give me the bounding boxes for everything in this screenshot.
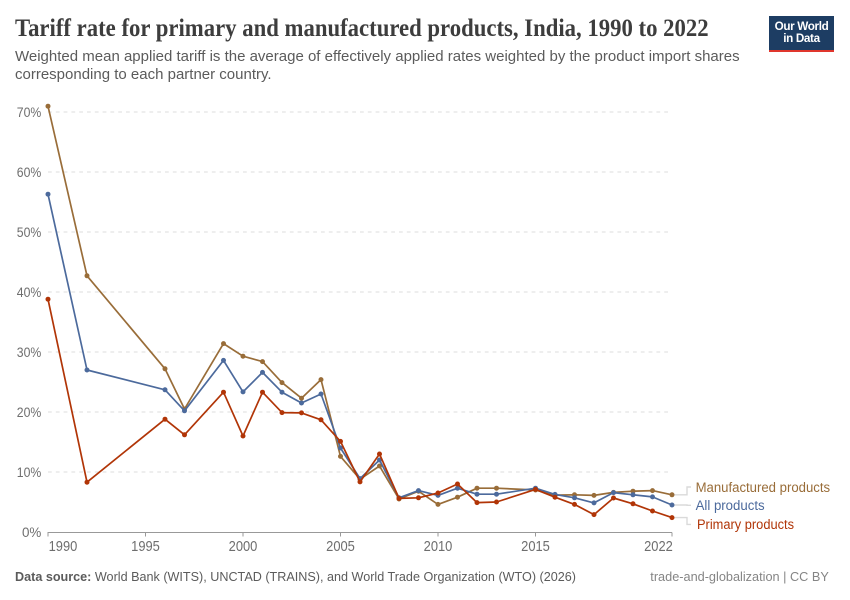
svg-text:trade-and-globalization | CC B: trade-and-globalization | CC BY — [650, 569, 829, 584]
svg-text:Primary products: Primary products — [697, 517, 794, 532]
svg-text:20%: 20% — [17, 405, 42, 420]
svg-text:1995: 1995 — [131, 539, 160, 555]
svg-text:2000: 2000 — [229, 539, 258, 555]
svg-text:All products: All products — [696, 498, 765, 513]
svg-text:40%: 40% — [17, 285, 42, 300]
svg-text:1990: 1990 — [49, 539, 78, 555]
svg-text:2010: 2010 — [424, 539, 453, 555]
svg-text:10%: 10% — [17, 465, 42, 480]
svg-text:2015: 2015 — [521, 539, 550, 555]
svg-text:50%: 50% — [17, 225, 42, 240]
svg-text:70%: 70% — [17, 105, 42, 120]
svg-text:2022: 2022 — [644, 539, 673, 555]
svg-text:60%: 60% — [17, 165, 42, 180]
svg-text:Manufactured products: Manufactured products — [696, 480, 831, 495]
svg-text:Data source: World Bank (WITS): Data source: World Bank (WITS), UNCTAD (… — [15, 570, 576, 584]
svg-text:0%: 0% — [22, 525, 41, 540]
svg-text:30%: 30% — [17, 345, 42, 360]
svg-text:2005: 2005 — [326, 539, 355, 555]
